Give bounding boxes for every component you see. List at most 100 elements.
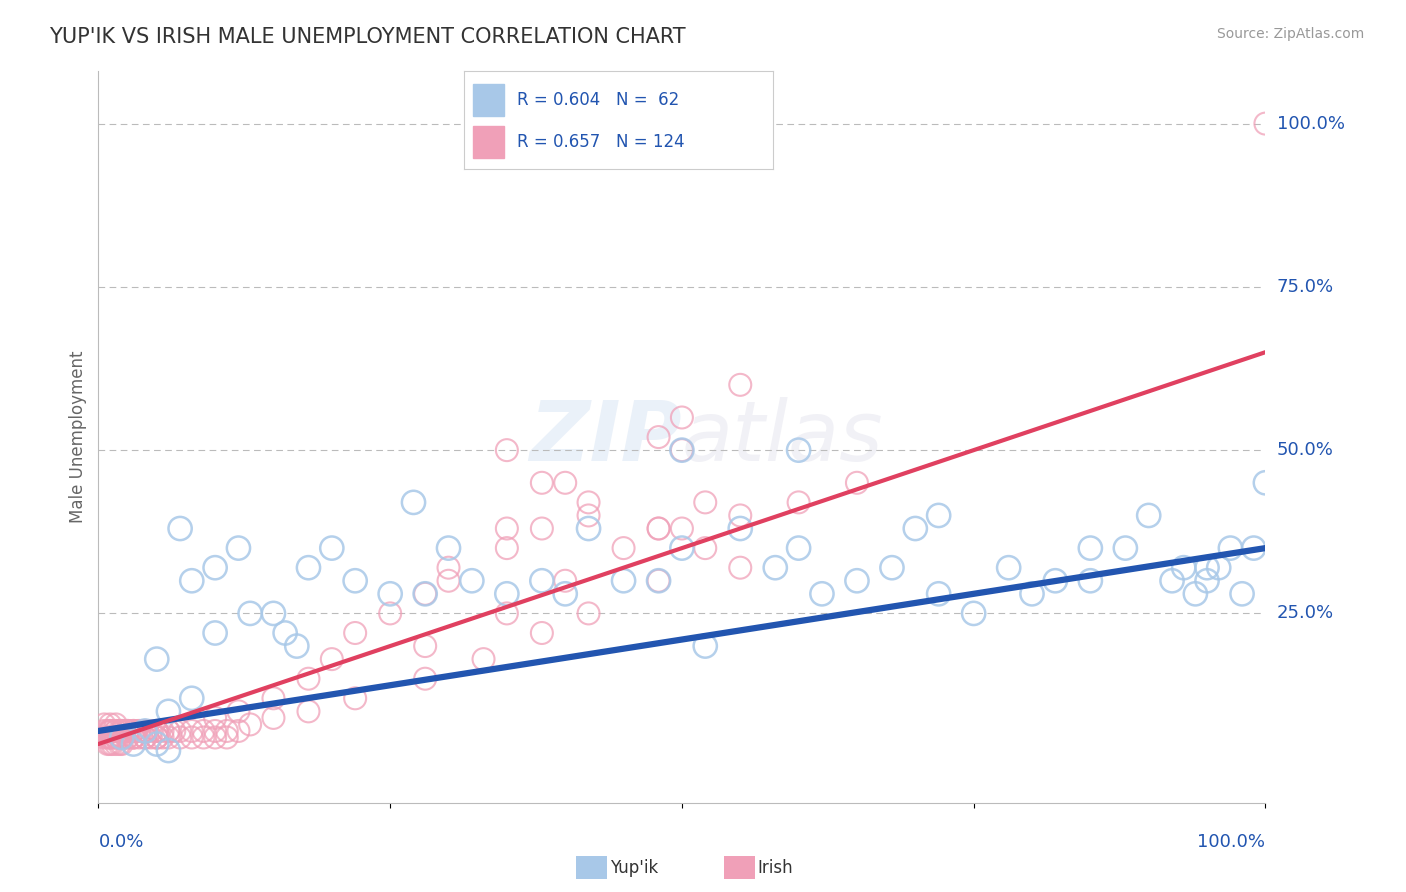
Point [146,723,169,738]
Point [1021,587,1043,601]
Point [730,508,752,523]
Point [578,607,600,621]
Text: 0.0%: 0.0% [98,833,143,851]
Point [904,521,927,535]
Point [880,560,903,574]
Point [111,731,134,745]
Point [93,731,115,745]
Point [578,508,600,523]
Point [671,443,693,458]
Point [262,691,284,706]
Point [117,731,139,745]
Point [1184,587,1206,601]
Point [1195,560,1218,574]
Point [101,723,124,738]
Point [146,737,169,751]
Point [530,521,553,535]
Text: YUP'IK VS IRISH MALE UNEMPLOYMENT CORRELATION CHART: YUP'IK VS IRISH MALE UNEMPLOYMENT CORREL… [49,27,686,46]
Point [647,521,669,535]
Point [111,731,134,745]
Text: atlas: atlas [682,397,883,477]
Point [169,521,191,535]
Point [647,521,669,535]
Point [122,723,145,738]
Point [97,723,120,738]
Point [134,731,156,745]
Point [97,737,120,751]
Point [402,495,425,509]
Point [134,723,156,738]
Point [413,639,436,653]
Point [554,574,576,588]
Point [344,626,367,640]
Point [134,723,156,738]
Point [93,717,115,731]
Point [437,560,460,574]
Point [122,737,145,751]
Point [787,443,810,458]
Point [578,495,600,509]
Point [134,731,156,745]
Point [152,723,174,738]
Point [787,495,810,509]
Point [139,723,162,738]
Point [98,723,121,738]
Point [117,723,139,738]
Point [104,737,127,751]
Point [321,541,343,555]
Point [530,574,553,588]
Point [239,717,262,731]
Point [157,723,180,738]
Point [122,731,145,745]
Point [111,737,134,751]
Point [157,723,180,738]
Text: 100.0%: 100.0% [1198,833,1265,851]
Point [111,723,134,738]
Point [1195,574,1218,588]
Bar [474,84,505,116]
Point [437,541,460,555]
Point [578,521,600,535]
Point [111,731,134,745]
Point [695,541,717,555]
Text: 50.0%: 50.0% [1277,442,1333,459]
Point [730,521,752,535]
Point [111,723,134,738]
Point [146,723,169,738]
Point [104,731,127,745]
Point [228,541,250,555]
Point [93,723,115,738]
Point [98,731,121,745]
Point [413,587,436,601]
Text: 100.0%: 100.0% [1277,114,1344,133]
Point [437,574,460,588]
Point [495,521,517,535]
Point [811,587,834,601]
Point [134,731,156,745]
Point [204,560,226,574]
Point [413,587,436,601]
Point [169,731,191,745]
Point [612,541,634,555]
Point [1080,541,1102,555]
Point [472,652,495,666]
Point [928,508,950,523]
Point [134,723,156,738]
Point [204,711,226,725]
Point [285,639,308,653]
Point [297,672,319,686]
Point [163,723,186,738]
Point [228,723,250,738]
Point [180,691,202,706]
Point [157,731,180,745]
Point [239,607,262,621]
Point [695,639,717,653]
Point [787,541,810,555]
Point [146,652,169,666]
Point [1243,541,1265,555]
Point [128,731,150,745]
Point [530,475,553,490]
Point [122,723,145,738]
Point [101,737,124,751]
Text: R = 0.604   N =  62: R = 0.604 N = 62 [516,91,679,109]
